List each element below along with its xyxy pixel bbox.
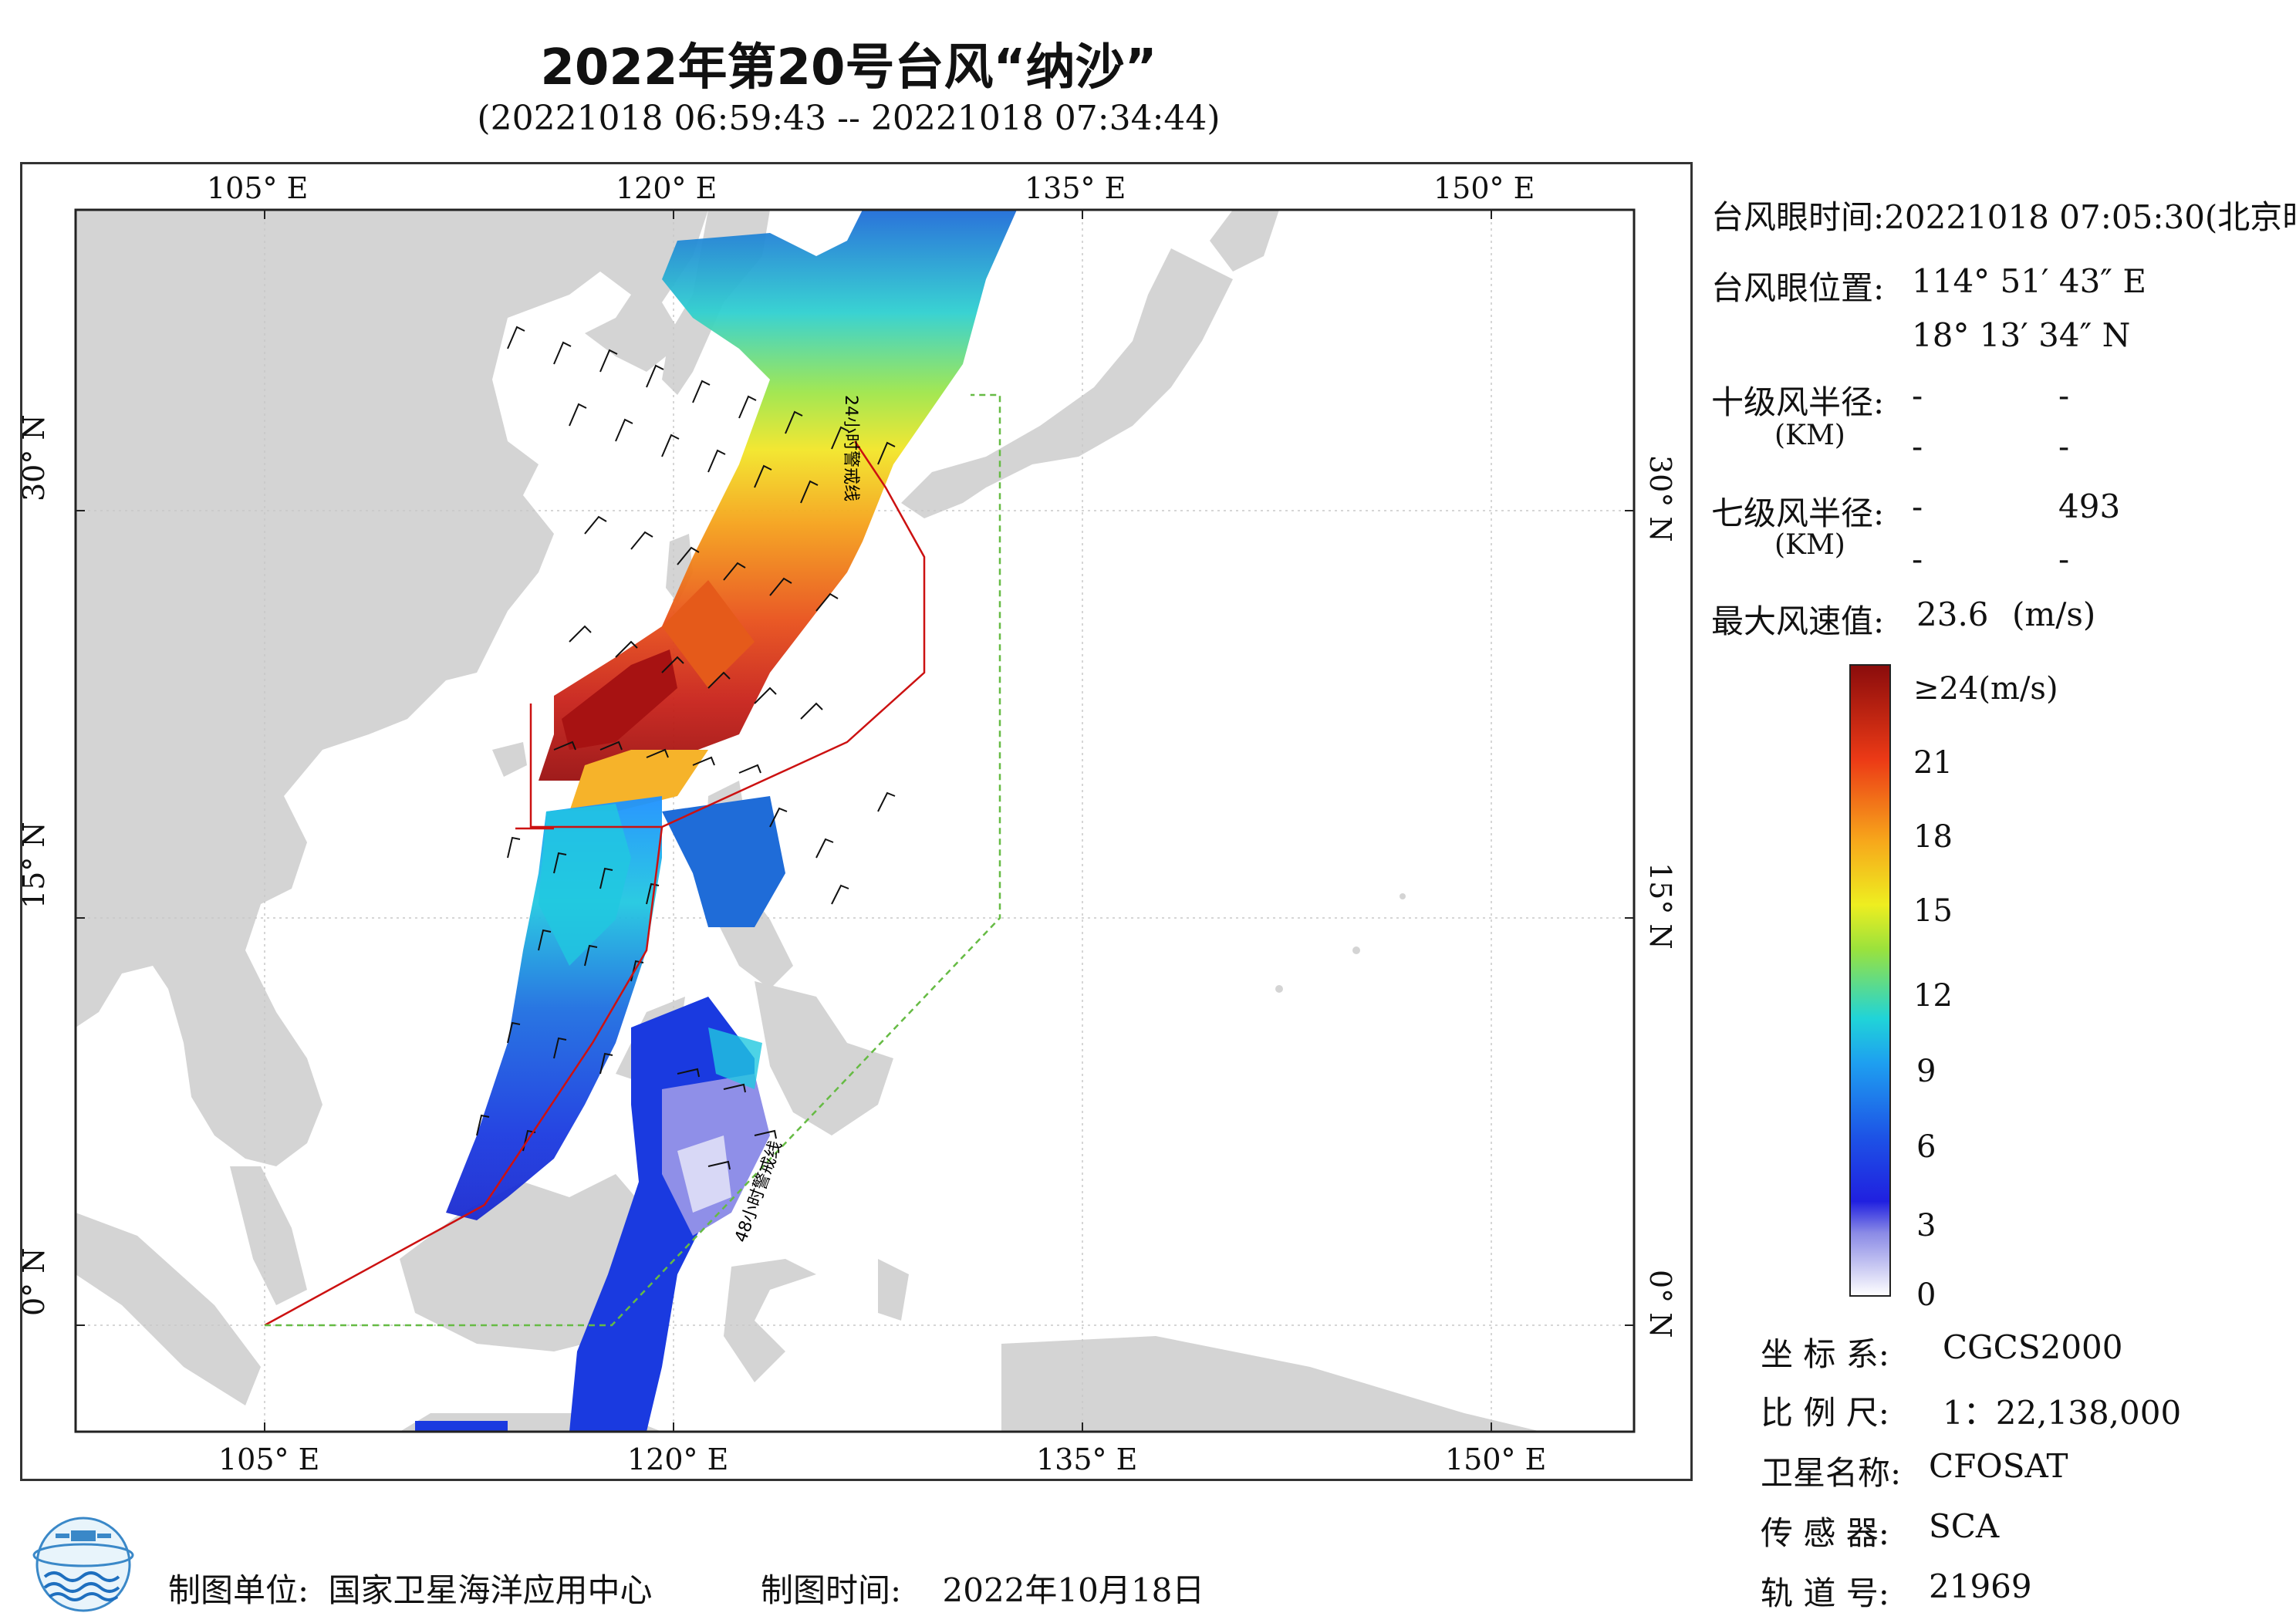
- wind-swath-south: [415, 796, 785, 1432]
- r10-value-4: -: [2058, 427, 2070, 465]
- colorbar-label-24: ≥24(m/s): [1913, 671, 2058, 707]
- axis-ticks: [76, 210, 1634, 1432]
- satellite-value: CFOSAT: [1929, 1447, 2068, 1485]
- warning-line-24h-west: [529, 704, 662, 828]
- max-wind-unit: (m/s): [2012, 596, 2096, 633]
- lon-label-top-105: 105° E: [207, 171, 309, 205]
- eye-lat: 18° 13′ 34″ N: [1912, 316, 2131, 354]
- scale-label: 比 例 尺:: [1761, 1394, 1889, 1432]
- sensor-label: 传 感 器:: [1761, 1514, 1889, 1552]
- lon-label-bottom-105: 105° E: [218, 1442, 320, 1476]
- r7-unit: (KM): [1774, 529, 1845, 561]
- lat-label-left-15: 15° N: [17, 822, 51, 909]
- eye-lon: 114° 51′ 43″ E: [1912, 262, 2146, 300]
- crs-label: 坐 标 系:: [1761, 1335, 1889, 1373]
- lat-label-right-15: 15° N: [1643, 862, 1677, 950]
- max-wind-value: 23.6: [1916, 596, 1989, 633]
- map-title: 2022年第20号台风“纳沙”: [540, 39, 1157, 96]
- satellite-label: 卫星名称:: [1761, 1454, 1902, 1492]
- colorbar-label-15: 15: [1913, 893, 1953, 929]
- r10-label: 十级风半径:: [1711, 383, 1885, 421]
- nsoas-logo-icon: [32, 1517, 134, 1612]
- max-wind-label: 最大风速值:: [1711, 602, 1885, 640]
- footer-time-label: 制图时间:: [761, 1571, 902, 1609]
- lat-label-left-30: 30° N: [17, 414, 51, 501]
- eye-time-value: 20221018 07:05:30(北京时): [1884, 198, 2296, 236]
- wind-barbs: [476, 326, 896, 1170]
- footer-org-value: 国家卫星海洋应用中心: [328, 1571, 653, 1609]
- scale-value: 1：22,138,000: [1943, 1394, 2182, 1432]
- lon-label-bottom-150: 150° E: [1445, 1442, 1547, 1476]
- footer-time-value: 2022年10月18日: [942, 1571, 1205, 1609]
- colorbar-label-21: 21: [1913, 745, 1953, 781]
- lon-label-top-135: 135° E: [1025, 171, 1126, 205]
- sensor-value: SCA: [1929, 1507, 2000, 1545]
- colorbar-label-3: 3: [1916, 1208, 1936, 1243]
- r7-value-3: -: [1912, 540, 1923, 578]
- lon-label-top-120: 120° E: [616, 171, 718, 205]
- r10-value-2: -: [2058, 376, 2070, 414]
- footer-time: 制图时间: 2022年10月18日: [761, 1564, 1204, 1611]
- eye-time-label: 台风眼时间:: [1711, 198, 1885, 236]
- colorbar-label-9: 9: [1916, 1054, 1936, 1089]
- colorbar-label-12: 12: [1913, 978, 1953, 1014]
- orbit-label: 轨 道 号:: [1761, 1574, 1889, 1612]
- lat-label-left-0: 0° N: [17, 1247, 51, 1316]
- lat-label-right-0: 0° N: [1643, 1270, 1677, 1338]
- warning-label-24h: 24小时警戒线: [841, 395, 860, 501]
- lat-label-right-30: 30° N: [1643, 455, 1677, 542]
- colorbar-label-18: 18: [1913, 819, 1953, 855]
- warning-line-48h: [265, 393, 1001, 1327]
- r10-value-1: -: [1912, 376, 1923, 414]
- lon-label-bottom-120: 120° E: [627, 1442, 729, 1476]
- wind-speed-colorbar: [1849, 664, 1891, 1297]
- colorbar-label-6: 6: [1916, 1129, 1936, 1165]
- footer-org: 制图单位: 国家卫星海洋应用中心: [168, 1564, 653, 1611]
- colorbar-label-0: 0: [1916, 1277, 1936, 1313]
- land-layer: [76, 210, 1541, 1432]
- crs-value: CGCS2000: [1943, 1328, 2123, 1366]
- orbit-value: 21969: [1929, 1567, 2032, 1605]
- eye-pos-label: 台风眼位置:: [1711, 269, 1885, 307]
- lon-label-top-150: 150° E: [1433, 171, 1535, 205]
- footer-org-label: 制图单位:: [168, 1571, 309, 1609]
- map-frame: [20, 162, 1693, 1481]
- warning-line-24h: [264, 440, 926, 1327]
- r10-value-3: -: [1912, 427, 1923, 465]
- wind-swath-north: [539, 210, 1017, 812]
- r7-value-1: -: [1912, 488, 1923, 525]
- wind-field-map: 24小时警戒线 48小时警戒线: [74, 208, 1636, 1433]
- r7-label: 七级风半径:: [1711, 494, 1885, 532]
- eye-time-row: 台风眼时间:20221018 07:05:30(北京时): [1711, 191, 2296, 238]
- map-subtitle: (20221018 06:59:43 -- 20221018 07:34:44): [477, 99, 1221, 138]
- r10-unit: (KM): [1774, 420, 1845, 451]
- r7-value-4: -: [2058, 540, 2070, 578]
- r7-value-2: 493: [2058, 488, 2121, 525]
- lon-label-bottom-135: 135° E: [1036, 1442, 1138, 1476]
